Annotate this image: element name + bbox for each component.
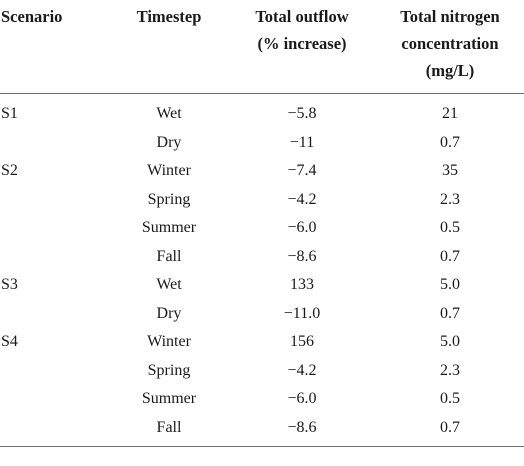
header-total-outflow: Total outflow (% increase) — [228, 0, 376, 94]
cell-total-outflow: −4.2 — [287, 361, 317, 379]
cell-total-outflow: −6.0 — [287, 219, 317, 237]
cell-scenario — [0, 300, 110, 329]
cell-timestep: Winter — [147, 162, 191, 180]
table-row: Dry −11 0.7 — [0, 129, 524, 158]
cell-timestep: Summer — [141, 390, 197, 408]
cell-timestep: Dry — [156, 133, 182, 151]
cell-total-nitrogen: 5.0 — [440, 276, 460, 294]
header-outflow-line1: Total outflow — [255, 7, 349, 26]
cell-scenario: S3 — [1, 276, 18, 294]
cell-scenario — [0, 214, 110, 243]
table-row: Spring −4.2 2.3 — [0, 186, 524, 215]
table-row: S2 Winter −7.4 35 — [0, 157, 524, 186]
table-header: Scenario Timestep Total outflow (% incre… — [0, 0, 524, 94]
table-row: S4 Winter 156 5.0 — [0, 328, 524, 357]
cell-timestep: Wet — [156, 276, 182, 294]
table-row: Spring −4.2 2.3 — [0, 357, 524, 386]
cell-total-outflow: −8.6 — [287, 247, 317, 265]
cell-scenario: S2 — [1, 162, 18, 180]
scenario-results-table: Scenario Timestep Total outflow (% incre… — [0, 0, 524, 447]
cell-timestep: Dry — [156, 304, 182, 322]
table-row: S1 Wet −5.8 21 — [0, 94, 524, 129]
cell-total-nitrogen: 0.7 — [440, 133, 460, 151]
header-timestep-label: Timestep — [136, 7, 202, 26]
cell-scenario — [0, 357, 110, 386]
cell-scenario: S4 — [1, 333, 18, 351]
cell-total-outflow: −11.0 — [283, 304, 321, 322]
cell-total-outflow: −5.8 — [287, 105, 317, 123]
table-body: S1 Wet −5.8 21 Dry −11 0.7 S2 Winter −7.4 35 Spring… — [0, 94, 524, 447]
cell-timestep: Spring — [147, 361, 191, 379]
table-row: Dry −11.0 0.7 — [0, 300, 524, 329]
table-row: S3 Wet 133 5.0 — [0, 271, 524, 300]
cell-total-nitrogen: 21 — [442, 105, 458, 123]
cell-total-outflow: 133 — [290, 276, 314, 294]
cell-timestep: Fall — [110, 413, 228, 447]
header-nitrogen-line3: (mg/L) — [425, 61, 475, 80]
cell-scenario — [0, 243, 110, 272]
cell-total-nitrogen: 0.7 — [440, 304, 460, 322]
cell-total-outflow: −8.6 — [228, 413, 376, 447]
cell-scenario — [0, 186, 110, 215]
cell-total-nitrogen: 2.3 — [440, 190, 460, 208]
cell-timestep: Fall — [156, 247, 182, 265]
header-nitrogen-line1: Total nitrogen — [400, 7, 500, 26]
cell-scenario — [0, 413, 110, 447]
cell-total-outflow: −4.2 — [287, 190, 317, 208]
table-row: Summer −6.0 0.5 — [0, 214, 524, 243]
table-row: Summer −6.0 0.5 — [0, 385, 524, 414]
cell-total-nitrogen: 5.0 — [440, 333, 460, 351]
cell-total-nitrogen: 2.3 — [440, 361, 460, 379]
cell-scenario — [0, 129, 110, 158]
cell-total-nitrogen: 0.5 — [440, 390, 460, 408]
cell-total-outflow: −6.0 — [287, 390, 317, 408]
header-timestep: Timestep — [110, 0, 228, 94]
cell-timestep: Spring — [147, 190, 191, 208]
cell-total-outflow: 156 — [290, 333, 314, 351]
cell-total-nitrogen: 35 — [442, 162, 458, 180]
data-table-container: Scenario Timestep Total outflow (% incre… — [0, 0, 524, 447]
cell-scenario: S1 — [1, 105, 18, 123]
cell-timestep: Winter — [147, 333, 191, 351]
header-nitrogen-line2: concentration — [401, 34, 499, 53]
cell-total-nitrogen: 0.7 — [440, 247, 460, 265]
cell-timestep: Summer — [141, 219, 197, 237]
cell-total-nitrogen: 0.5 — [440, 219, 460, 237]
header-scenario: Scenario — [0, 0, 110, 94]
cell-timestep: Wet — [156, 105, 182, 123]
cell-total-outflow: −7.4 — [287, 162, 317, 180]
header-outflow-line2: (% increase) — [257, 34, 347, 53]
table-row: Fall −8.6 0.7 — [0, 243, 524, 272]
header-row: Scenario Timestep Total outflow (% incre… — [0, 0, 524, 94]
header-total-nitrogen: Total nitrogen concentration (mg/L) — [376, 0, 524, 94]
cell-total-outflow: −11 — [289, 133, 315, 151]
table-row: Fall −8.6 0.7 — [0, 413, 524, 447]
cell-total-nitrogen: 0.7 — [376, 413, 524, 447]
cell-scenario — [0, 385, 110, 414]
header-scenario-label: Scenario — [1, 7, 63, 26]
